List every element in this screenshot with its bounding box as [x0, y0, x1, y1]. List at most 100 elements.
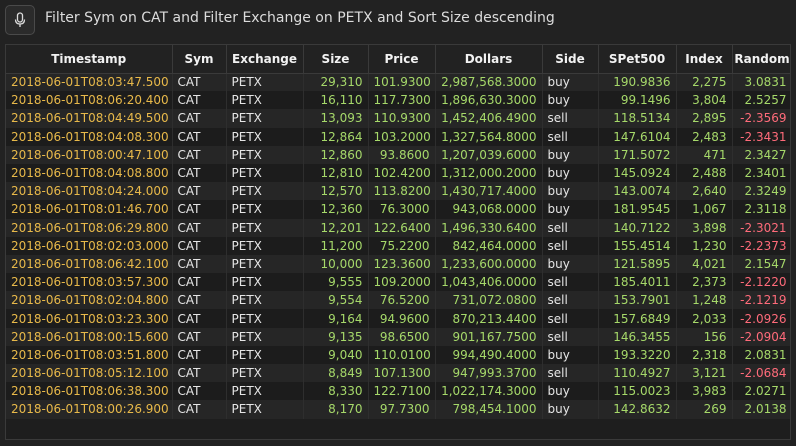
table-row[interactable]: 2018-06-01T08:03:23.300 CAT PETX 9,164 94.96… — [6, 309, 790, 328]
cell-price: 103.2000 — [368, 127, 436, 146]
cell-side: sell — [542, 273, 599, 292]
cell-spet500: 146.3455 — [598, 327, 677, 346]
cell-sym: CAT — [172, 109, 227, 128]
cell-size: 9,040 — [303, 345, 369, 364]
cell-random: 2.5257 — [732, 91, 790, 110]
table-row[interactable]: 2018-06-01T08:06:42.100 CAT PETX 10,000 123.… — [6, 254, 790, 274]
cell-side: buy — [542, 91, 599, 110]
cell-random: 2.0831 — [732, 345, 790, 364]
query-text[interactable]: Filter Sym on CAT and Filter Exchange on… — [45, 10, 555, 26]
cell-timestamp: 2018-06-01T08:02:04.800 — [6, 291, 173, 310]
cell-random: -2.0926 — [732, 309, 790, 328]
cell-dollars: 947,993.3700 — [435, 364, 543, 383]
column-header-random[interactable]: Random — [732, 45, 790, 74]
table-row[interactable]: 2018-06-01T08:05:12.100 CAT PETX 8,849 107.1… — [6, 364, 790, 383]
table-row[interactable]: 2018-06-01T08:06:20.400 CAT PETX 16,110 117.… — [6, 91, 790, 110]
cell-spet500: 99.1496 — [598, 91, 677, 110]
cell-dollars: 1,022,174.3000 — [435, 382, 543, 401]
column-header-sym[interactable]: Sym — [172, 45, 227, 74]
cell-spet500: 185.4011 — [598, 273, 677, 292]
table-row[interactable]: 2018-06-01T08:00:15.600 CAT PETX 9,135 98.65… — [6, 327, 790, 346]
cell-spet500: 140.7122 — [598, 218, 677, 237]
cell-side: sell — [542, 218, 599, 237]
column-header-dollars[interactable]: Dollars — [435, 45, 543, 74]
column-header-size[interactable]: Size — [303, 45, 369, 74]
cell-dollars: 870,213.4400 — [435, 309, 543, 328]
cell-side: buy — [542, 163, 599, 183]
cell-side: sell — [542, 309, 599, 328]
cell-size: 8,330 — [303, 382, 369, 401]
cell-random: -2.1220 — [732, 273, 790, 292]
cell-sym: CAT — [172, 145, 227, 164]
cell-index: 2,483 — [676, 127, 733, 146]
table-row[interactable]: 2018-06-01T08:02:03.000 CAT PETX 11,200 75.2… — [6, 236, 790, 255]
cell-sym: CAT — [172, 127, 227, 146]
cell-random: 2.3118 — [732, 200, 790, 219]
cell-size: 12,810 — [303, 163, 369, 183]
cell-index: 2,488 — [676, 163, 733, 183]
cell-side: sell — [542, 109, 599, 128]
table-row[interactable]: 2018-06-01T08:01:46.700 CAT PETX 12,360 76.3… — [6, 200, 790, 219]
cell-timestamp: 2018-06-01T08:04:49.500 — [6, 109, 173, 128]
cell-sym: CAT — [172, 382, 227, 401]
cell-index: 1,248 — [676, 291, 733, 310]
column-header-index[interactable]: Index — [676, 45, 733, 74]
cell-exchange: PETX — [226, 291, 304, 310]
table-row[interactable]: 2018-06-01T08:03:57.300 CAT PETX 9,555 109.2… — [6, 273, 790, 292]
cell-random: 2.3401 — [732, 163, 790, 183]
column-header-price[interactable]: Price — [368, 45, 436, 74]
table-body: 2018-06-01T08:03:47.500 CAT PETX 29,310 101.… — [6, 73, 790, 419]
cell-timestamp: 2018-06-01T08:01:46.700 — [6, 200, 173, 219]
column-header-exchange[interactable]: Exchange — [226, 45, 304, 74]
cell-spet500: 190.9836 — [598, 73, 677, 92]
cell-exchange: PETX — [226, 182, 304, 201]
microphone-button[interactable] — [5, 5, 35, 35]
table-row[interactable]: 2018-06-01T08:00:26.900 CAT PETX 8,170 97.73… — [6, 400, 790, 419]
cell-random: -2.3569 — [732, 109, 790, 128]
microphone-icon — [14, 12, 26, 27]
cell-size: 12,864 — [303, 127, 369, 146]
cell-index: 2,275 — [676, 73, 733, 92]
table-row[interactable]: 2018-06-01T08:02:04.800 CAT PETX 9,554 76.52… — [6, 291, 790, 310]
cell-side: buy — [542, 73, 599, 92]
cell-spet500: 115.0023 — [598, 382, 677, 401]
cell-index: 2,318 — [676, 345, 733, 364]
cell-sym: CAT — [172, 273, 227, 292]
cell-dollars: 1,327,564.8000 — [435, 127, 543, 146]
cell-timestamp: 2018-06-01T08:06:20.400 — [6, 91, 173, 110]
cell-exchange: PETX — [226, 218, 304, 237]
cell-exchange: PETX — [226, 145, 304, 164]
column-header-timestamp[interactable]: Timestamp — [6, 45, 173, 74]
table-row[interactable]: 2018-06-01T08:04:08.300 CAT PETX 12,864 103.… — [6, 127, 790, 146]
cell-exchange: PETX — [226, 364, 304, 383]
column-header-spet500[interactable]: SPet500 — [598, 45, 677, 74]
cell-exchange: PETX — [226, 109, 304, 128]
cell-dollars: 994,490.4000 — [435, 345, 543, 364]
table-row[interactable]: 2018-06-01T08:03:51.800 CAT PETX 9,040 110.0… — [6, 345, 790, 364]
table-row[interactable]: 2018-06-01T08:04:24.000 CAT PETX 12,570 113.… — [6, 182, 790, 201]
cell-size: 12,860 — [303, 145, 369, 164]
cell-size: 9,135 — [303, 327, 369, 346]
cell-dollars: 1,207,039.6000 — [435, 145, 543, 164]
cell-price: 110.9300 — [368, 109, 436, 128]
cell-price: 107.1300 — [368, 364, 436, 383]
table-row[interactable]: 2018-06-01T08:06:38.300 CAT PETX 8,330 122.7… — [6, 382, 790, 401]
cell-sym: CAT — [172, 327, 227, 346]
column-header-side[interactable]: Side — [542, 45, 599, 74]
cell-spet500: 181.9545 — [598, 200, 677, 219]
cell-index: 4,021 — [676, 254, 733, 274]
cell-side: buy — [542, 400, 599, 419]
cell-exchange: PETX — [226, 345, 304, 364]
cell-random: -2.0904 — [732, 327, 790, 346]
cell-index: 1,230 — [676, 236, 733, 255]
cell-timestamp: 2018-06-01T08:04:08.800 — [6, 163, 173, 183]
cell-exchange: PETX — [226, 200, 304, 219]
table-row[interactable]: 2018-06-01T08:04:08.800 CAT PETX 12,810 102.… — [6, 163, 790, 183]
header-row: Timestamp Sym Exchange Size Price Dollars Side… — [6, 45, 790, 74]
table-row[interactable]: 2018-06-01T08:04:49.500 CAT PETX 13,093 110.… — [6, 109, 790, 128]
table-row[interactable]: 2018-06-01T08:00:47.100 CAT PETX 12,860 93.8… — [6, 145, 790, 164]
table-row[interactable]: 2018-06-01T08:03:47.500 CAT PETX 29,310 101.… — [6, 73, 790, 92]
table-row[interactable]: 2018-06-01T08:06:29.800 CAT PETX 12,201 122.… — [6, 218, 790, 237]
cell-dollars: 1,312,000.2000 — [435, 163, 543, 183]
cell-spet500: 171.5072 — [598, 145, 677, 164]
